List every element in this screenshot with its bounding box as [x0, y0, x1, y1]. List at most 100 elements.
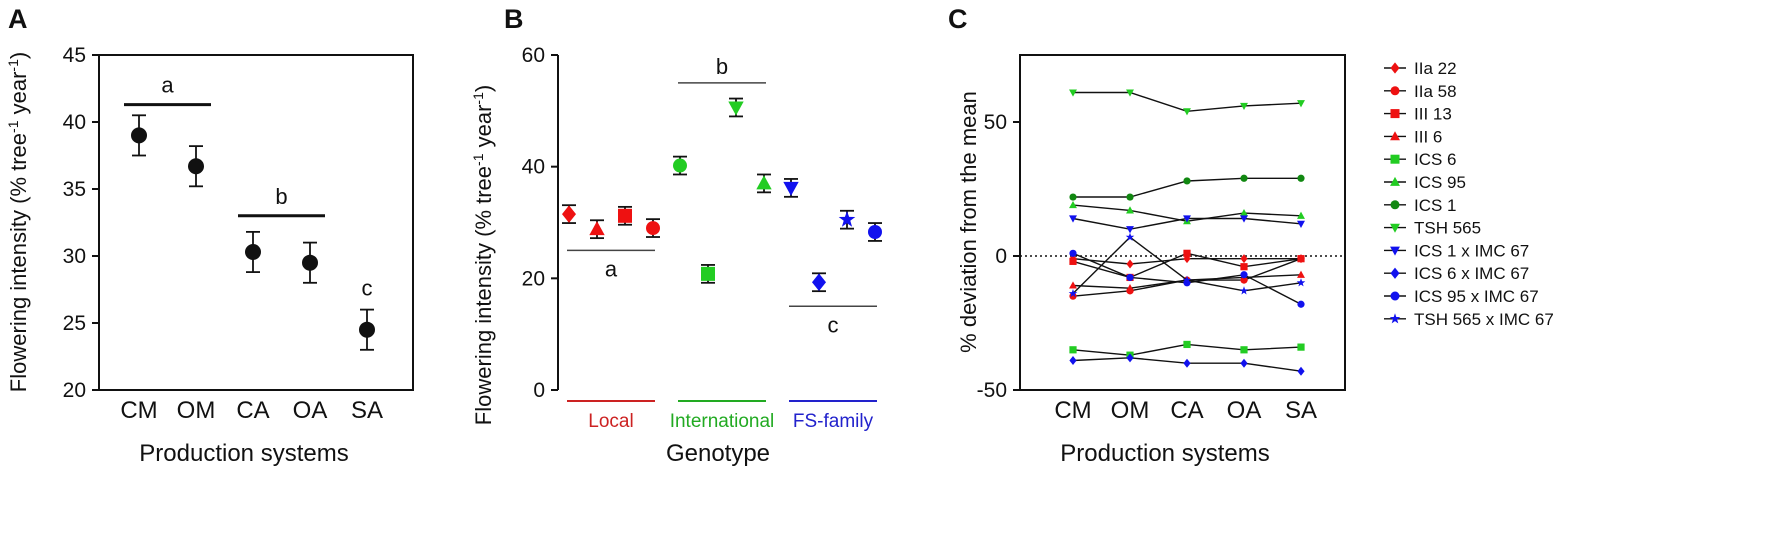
- panel-c-series-point: [1126, 284, 1134, 292]
- panel-c-y-tick-label: -50: [977, 379, 1007, 402]
- panel-c-series-point: [1239, 286, 1249, 295]
- panel-c-series-point: [1069, 292, 1077, 300]
- panel-c-legend-marker: [1390, 223, 1400, 233]
- panel-c-series-point: [1183, 254, 1191, 264]
- panel-c-series-point: [1125, 232, 1135, 241]
- panel-c-legend-label: III 13: [1414, 105, 1452, 124]
- panel-c-legend-label: IIa 22: [1414, 59, 1457, 78]
- panel-c-legend-marker: [1390, 246, 1400, 256]
- panel-c-series-point: [1069, 200, 1077, 209]
- panel-c-legend-marker: [1390, 176, 1400, 186]
- panel-b-point: [812, 273, 826, 291]
- panel-c-series-group: [1069, 340, 1305, 359]
- panel-a-y-axis-title: Flowering intensity (% tree-1 year-1): [5, 52, 31, 392]
- panel-c-legend-item: IIa 58: [1384, 82, 1457, 101]
- panel-a-point: [131, 127, 147, 144]
- panel-a-y-tick-label: 35: [63, 178, 86, 201]
- panel-a-significance-label: c: [362, 276, 373, 301]
- panel-c-legend-label: ICS 1: [1414, 196, 1457, 215]
- panel-c-legend-item: TSH 565: [1384, 219, 1481, 238]
- panel-c-legend-item: ICS 6 x IMC 67: [1384, 264, 1529, 283]
- panel-b-significance: a b c: [567, 54, 877, 337]
- panel-b-x-axis-title: Genotype: [666, 440, 770, 467]
- panel-c-y-tick-label: 50: [984, 111, 1007, 134]
- panel-c-series-point: [1240, 271, 1248, 279]
- panel-c-legend-marker: [1390, 86, 1400, 96]
- panel-c-series-point: [1240, 174, 1248, 182]
- panel-c-series-group: [1068, 232, 1306, 298]
- panel-c-legend-label: ICS 1 x IMC 67: [1414, 241, 1529, 260]
- panel-c-series-point: [1240, 358, 1248, 368]
- panel-b-group-label-international: International: [670, 411, 775, 432]
- panel-letter-b: B: [504, 4, 524, 34]
- panel-c-series-group: [1069, 89, 1305, 116]
- panel-c-series-point: [1069, 346, 1077, 354]
- panel-c-series-point: [1240, 254, 1248, 264]
- panel-c-series-point: [1126, 89, 1134, 97]
- panel-b-groups: Local International FS-family: [567, 400, 877, 432]
- panel-c-series-point: [1069, 356, 1077, 366]
- panel-b-y-tick-label: 20: [522, 267, 545, 290]
- panel-c-series-point: [1068, 289, 1078, 298]
- panel-c-series-point: [1240, 208, 1248, 217]
- panel-a-plot-frame: [98, 54, 414, 391]
- panel-letter-c: C: [948, 4, 968, 34]
- panel-a-x-axis: CM OM CA OA SA: [120, 397, 383, 424]
- panel-c-series-point: [1297, 220, 1305, 228]
- panel-c-series-point: [1126, 193, 1134, 201]
- panel-c-x-category: CM: [1054, 397, 1091, 424]
- panel-c-legend-label: III 6: [1414, 127, 1442, 146]
- panel-c-legend-item: III 6: [1384, 127, 1442, 146]
- panel-c-legend-marker: [1390, 131, 1400, 141]
- panel-a-significance-label: a: [161, 73, 174, 98]
- panel-c-y-axis-title: % deviation from the mean: [956, 91, 981, 353]
- panel-c-series-point: [1126, 353, 1134, 363]
- panel-a-point: [245, 243, 261, 260]
- panel-c-series-point: [1297, 211, 1305, 219]
- panel-b-data: [562, 97, 882, 293]
- panel-c-x-category: CA: [1170, 397, 1203, 424]
- panel-letter-a: A: [8, 4, 28, 34]
- panel-c-series-point: [1240, 102, 1248, 111]
- panel-c-x-category: OA: [1227, 397, 1262, 424]
- panel-b-significance-label: b: [716, 54, 728, 79]
- panel-c-series-point: [1069, 215, 1077, 223]
- panel-b-y-axis: 0 20 40 60: [522, 44, 558, 402]
- panel-c-series-point: [1297, 343, 1305, 351]
- panel-c-x-axis-title: Production systems: [1060, 440, 1269, 467]
- panel-c-series-point: [1069, 89, 1077, 97]
- panel-b-point: [728, 101, 744, 116]
- panel-c-series-point: [1183, 249, 1191, 257]
- panel-c-x-category: OM: [1111, 397, 1150, 424]
- panel-c-legend-label: TSH 565 x IMC 67: [1414, 310, 1554, 329]
- panel-a-y-tick-label: 20: [63, 379, 86, 402]
- panel-b-y-tick-label: 60: [522, 44, 545, 67]
- panel-c-legend-marker: [1390, 109, 1400, 119]
- panel-c-legend-item: TSH 565 x IMC 67: [1384, 310, 1554, 329]
- panel-c-legend-item: ICS 95 x IMC 67: [1384, 287, 1539, 306]
- panel-a-y-tick-label: 25: [63, 312, 86, 335]
- panel-b-y-tick-label: 40: [522, 156, 545, 179]
- panel-c-plot-frame: [1019, 54, 1346, 391]
- panel-a-x-category: CM: [120, 397, 157, 424]
- panel-b-group-label-local: Local: [588, 411, 633, 432]
- panel-c-series-point: [1296, 278, 1306, 287]
- panel-c-series-point: [1183, 108, 1191, 116]
- panel-a-point: [302, 254, 318, 271]
- panel-c-legend-marker: [1390, 154, 1400, 164]
- panel-c-series-point: [1297, 366, 1305, 376]
- panel-c-series: [1068, 89, 1306, 376]
- panel-a-y-tick-label: 30: [63, 245, 86, 268]
- panel-c-series-point: [1297, 255, 1305, 263]
- panel-a-data: [131, 114, 375, 351]
- panel-c-legend-item: ICS 1: [1384, 196, 1457, 215]
- panel-c-legend-item: IIa 22: [1384, 59, 1457, 78]
- panel-c-legend-item: III 13: [1384, 105, 1452, 124]
- panel-c-legend-marker: [1390, 62, 1400, 74]
- panel-c-series-point: [1126, 226, 1134, 234]
- panel-a-chart: 20 25 30 35 40 45 CM OM CA OA SA a b c Flowering in…: [5, 44, 414, 467]
- panel-c-legend-label: TSH 565: [1414, 219, 1481, 238]
- panel-c-y-axis: -50 0 50: [977, 111, 1020, 402]
- panel-c-legend-label: ICS 95: [1414, 173, 1466, 192]
